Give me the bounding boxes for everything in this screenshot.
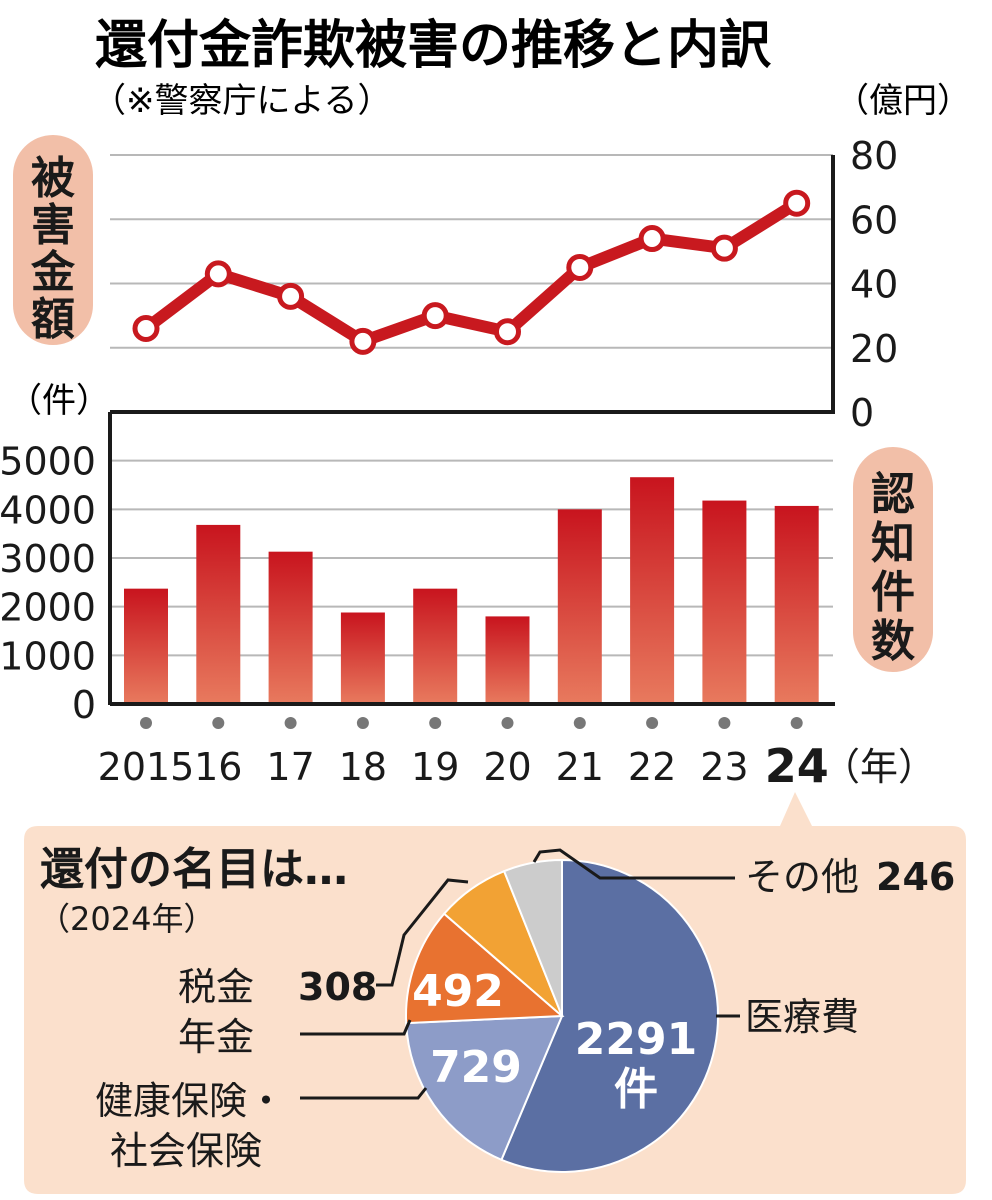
line-point	[638, 225, 666, 253]
year-tick-dot	[718, 717, 731, 729]
year-tick-dot	[429, 717, 442, 729]
year-label: 24	[765, 739, 829, 793]
bar-y-tick-label: 1000	[0, 634, 96, 678]
year-label: 21	[556, 745, 604, 789]
pie-label-pension: 年金	[178, 1015, 254, 1059]
year-tick-dot	[284, 717, 297, 729]
bar-unit-label: （件）	[8, 381, 110, 421]
line-point	[277, 282, 305, 310]
bar-y-tick-label: 4000	[0, 488, 96, 532]
bar-series	[124, 477, 819, 704]
line-point	[783, 189, 811, 217]
line-y-tick-label: 80	[850, 134, 898, 178]
leader-insurance	[300, 1087, 428, 1100]
line-point	[204, 260, 232, 288]
bar-panel-pill: 認知件数	[853, 447, 933, 672]
pie-unit-medical: 件	[614, 1064, 658, 1115]
bar	[413, 588, 458, 704]
pie-title: 還付の名目は…	[40, 844, 348, 895]
year-label: 23	[700, 745, 748, 789]
line-y-tick-label: 20	[850, 327, 898, 371]
year-tick-dot	[356, 717, 369, 729]
bar	[340, 612, 385, 704]
line-point	[566, 253, 594, 281]
year-axis: 2015 16 17 18 19 20 21 22 23 24（年）	[98, 717, 936, 793]
year-tick-dot	[212, 717, 225, 729]
year-tick-dot	[646, 717, 659, 729]
line-series	[132, 189, 811, 355]
pie-value-medical: 2291	[575, 1014, 697, 1065]
bar	[196, 524, 241, 704]
leader-other	[532, 848, 735, 880]
bar-y-tick-label: 0	[72, 683, 96, 727]
pie-slice	[405, 912, 565, 1025]
line-path	[140, 197, 803, 348]
line-unit-label: （億円）	[835, 81, 971, 121]
bar	[268, 551, 313, 704]
bar-y-tick-label: 5000	[0, 440, 96, 484]
bar-panel-label: 認知件数	[871, 469, 915, 667]
year-label: 2015	[98, 745, 195, 789]
line-y-tick-label: 40	[850, 263, 898, 307]
line-y-tick-label: 60	[850, 198, 898, 242]
source-note: （※警察庁による）	[92, 81, 391, 121]
year-tick-dot	[140, 717, 152, 729]
pie-slice	[502, 858, 563, 1017]
line-point	[494, 318, 521, 346]
pie-label-other: その他	[745, 855, 859, 899]
chart-title: 還付金詐欺被害の推移と内訳	[95, 16, 772, 76]
line-y-tick-label: 0	[850, 391, 874, 435]
leader-tax	[376, 878, 469, 987]
year-label: 18	[339, 745, 387, 789]
bar	[557, 509, 602, 704]
year-label: 22	[628, 745, 676, 789]
line-point	[349, 327, 377, 355]
line-point	[710, 234, 738, 262]
leader-pension	[300, 1019, 412, 1036]
pie-label-tax: 税金	[178, 965, 254, 1009]
year-label: 17	[266, 745, 314, 789]
line-panel-pill: 被害金額	[13, 135, 93, 345]
bar-pill-bg	[853, 447, 933, 672]
year-label: 19	[411, 745, 459, 789]
pie-value-insurance: 729	[430, 1042, 522, 1093]
bar-y-tick-label: 2000	[0, 586, 96, 630]
bar-y-tick-label: 3000	[0, 537, 96, 581]
bar	[124, 588, 168, 704]
year-suffix: （年）	[822, 745, 936, 789]
pie-subtitle: （2024年）	[38, 900, 215, 938]
year-label: 16	[194, 745, 242, 789]
pie-value-pension: 492	[412, 966, 504, 1017]
bar	[774, 505, 819, 704]
year-tick-dot	[573, 717, 586, 729]
bar	[630, 477, 675, 704]
line-y-ticks: 80 60 40 20 0	[850, 134, 898, 435]
line-pill-bg	[13, 135, 93, 345]
year-tick-dot	[501, 717, 514, 729]
bar	[702, 500, 747, 704]
pie-label-insurance-2: 社会保険	[110, 1129, 262, 1173]
pie-label-medical: 医療費	[745, 995, 859, 1039]
line-panel-label: 被害金額	[30, 153, 76, 345]
pie-label-insurance-1: 健康保険・	[95, 1079, 285, 1123]
year-tick-dot	[790, 717, 803, 729]
year-label: 20	[483, 745, 531, 789]
pie-value-other: 246	[876, 855, 955, 899]
pie-slice	[405, 1014, 564, 1162]
pie-value-tax: 308	[298, 965, 377, 1009]
line-point	[421, 302, 449, 330]
bar	[485, 616, 530, 704]
line-point	[132, 314, 160, 342]
